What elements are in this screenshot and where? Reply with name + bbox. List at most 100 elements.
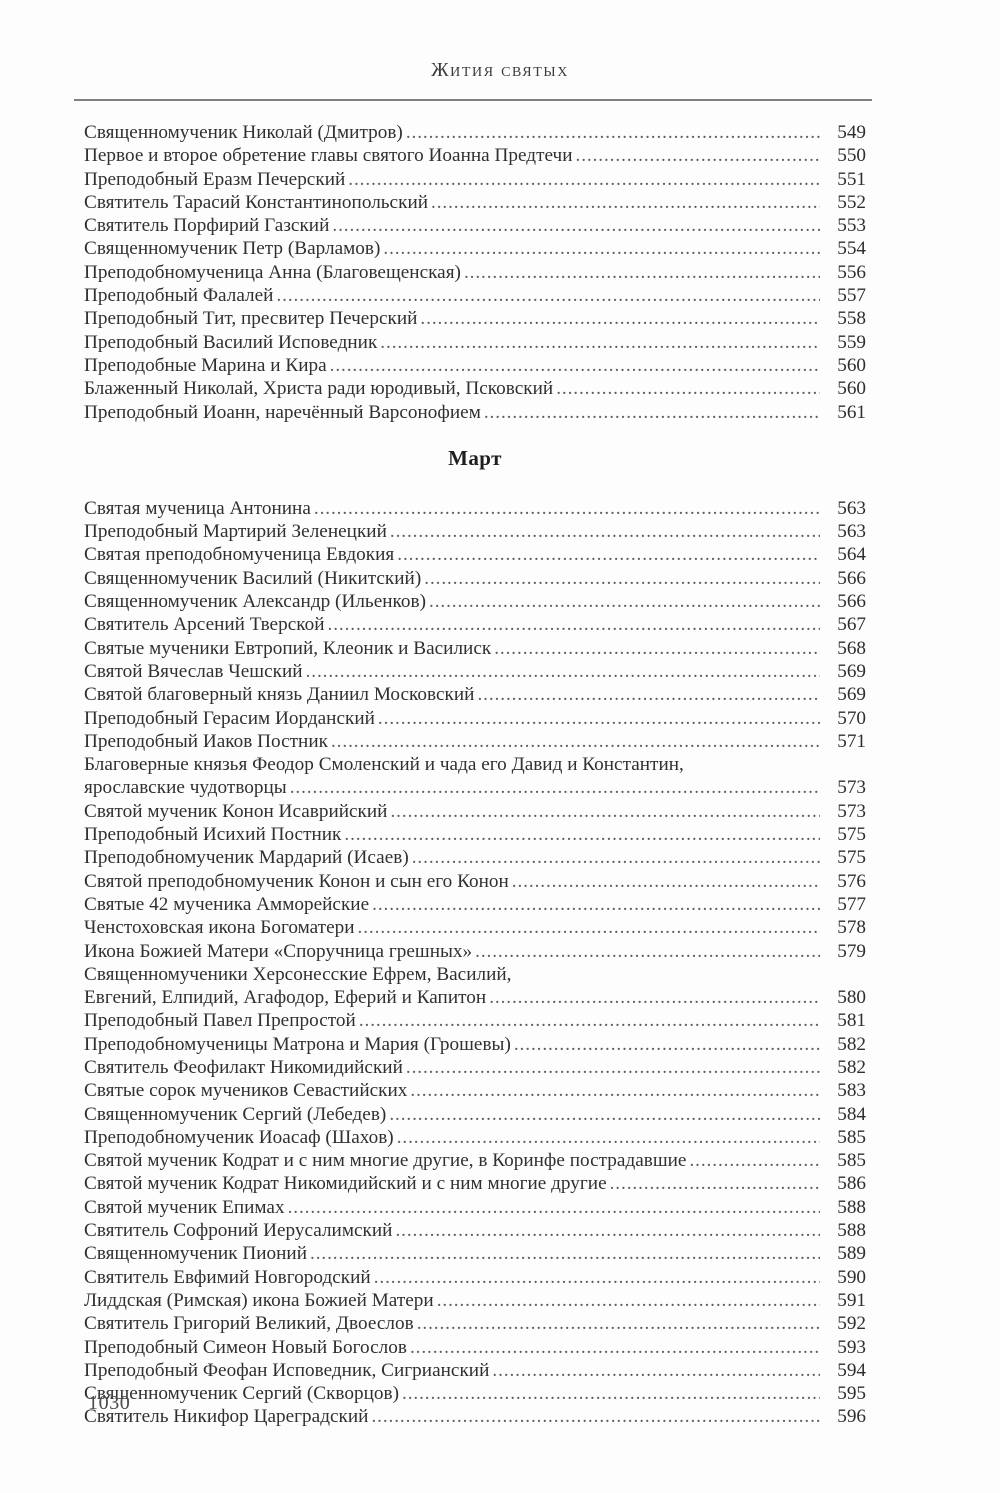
toc-leader-dots (556, 377, 820, 400)
toc-entry-page-number: 559 (837, 331, 866, 353)
toc-entry[interactable]: Преподобный Исихий Постник 575 (84, 823, 866, 846)
toc-entry-page-number: 576 (837, 870, 866, 892)
toc-entry[interactable]: Святой мученик Кодрат и с ним многие дру… (84, 1149, 866, 1172)
page-number: 1030 (88, 1392, 131, 1414)
toc-entry-title: Священномученик Сергий (Лебедев) (84, 1103, 387, 1125)
header-rule (74, 99, 872, 101)
toc-entry[interactable]: Святая мученица Антонина 563 (84, 497, 866, 520)
toc-entry[interactable]: Святой преподобномученик Конон и сын его… (84, 870, 866, 893)
toc-entry-page-number: 549 (837, 122, 866, 143)
toc-entry-title: Преподобномученик Иоасаф (Шахов) (84, 1126, 394, 1148)
toc-entry[interactable]: Святитель Порфирий Газский 553 (84, 214, 866, 237)
toc-entry[interactable]: Преподобный Иоанн, наречённый Варсонофие… (84, 401, 866, 424)
toc-entry[interactable]: Священномученик Сергий (Лебедев) 584 (84, 1103, 866, 1126)
toc-entry-title: Блаженный Николай, Христа ради юродивый,… (84, 378, 554, 400)
toc-entry[interactable]: Священномученик Петр (Варламов) 554 (84, 237, 866, 260)
toc-leader-dots (328, 613, 821, 636)
toc-entry-page-number: 580 (837, 987, 866, 1009)
toc-entry-title: Святитель Григорий Великий, Двоеслов (84, 1313, 414, 1335)
toc-entry[interactable]: Святой благоверный князь Даниил Московск… (84, 683, 866, 706)
toc-entry-title: Святитель Феофилакт Никомидийский (84, 1056, 403, 1078)
toc-entry[interactable]: Преподобный Мартирий Зеленецкий 563 (84, 520, 866, 543)
toc-entry-title: Преподобный Василий Исповедник (84, 331, 378, 353)
toc-entry[interactable]: ярославские чудотворцы 573 (84, 776, 866, 799)
toc-entry[interactable]: Священномученик Александр (Ильенков) 566 (84, 590, 866, 613)
toc-leader-dots (406, 1056, 820, 1079)
toc-entry[interactable]: Священномученик Николай (Дмитров) 549 (84, 121, 866, 144)
toc-entry[interactable]: Преподобномученицы Матрона и Мария (Грош… (84, 1033, 866, 1056)
toc-entry-title: Святитель Никифор Цареградский (84, 1406, 369, 1428)
toc-entry[interactable]: Священномученик Василий (Никитский) 566 (84, 567, 866, 590)
toc-entry[interactable]: Святитель Феофилакт Никомидийский 582 (84, 1056, 866, 1079)
toc-leader-dots (344, 823, 820, 846)
toc-entry[interactable]: Святитель Евфимий Новгородский 590 (84, 1266, 866, 1289)
toc-entry[interactable]: Ченстоховская икона Богоматери 578 (84, 916, 866, 939)
toc-entry[interactable]: Преподобномученик Мардарий (Исаев) 575 (84, 846, 866, 869)
toc-leader-dots (689, 1149, 820, 1172)
toc-entry[interactable]: Преподобный Василий Исповедник 559 (84, 331, 866, 354)
toc-entry-title: Евгений, Елпидий, Агафодор, Еферий и Кап… (84, 987, 487, 1009)
toc-entry[interactable]: Святая преподобномученица Евдокия 564 (84, 543, 866, 566)
toc-leader-dots (332, 214, 820, 237)
toc-entry[interactable]: Икона Божией Матери «Споручница грешных»… (84, 940, 866, 963)
toc-entry-page-number: 589 (837, 1243, 866, 1265)
toc-entry[interactable]: Преподобный Фалалей 557 (84, 284, 866, 307)
toc-entry[interactable]: Святитель Арсений Тверской 567 (84, 613, 866, 636)
toc-entry[interactable]: Святой Вячеслав Чешский 569 (84, 660, 866, 683)
toc-leader-dots (288, 1196, 820, 1219)
toc-entry[interactable]: Святитель Софроний Иерусалимский 588 (84, 1219, 866, 1242)
toc-entry[interactable]: Святитель Тарасий Константинопольский 552 (84, 191, 866, 214)
toc-entry[interactable]: Блаженный Николай, Христа ради юродивый,… (84, 377, 866, 400)
toc-leader-dots (475, 940, 820, 963)
toc-leader-dots (429, 590, 820, 613)
toc-entry[interactable]: Святые 42 мученика Амморейские 577 (84, 893, 866, 916)
toc-entry[interactable]: Святитель Никифор Цареградский 596 (84, 1405, 866, 1428)
toc-entry[interactable]: Священномученик Сергий (Скворцов) 595 (84, 1382, 866, 1405)
toc-entry[interactable]: Святые сорок мучеников Севастийских 583 (84, 1079, 866, 1102)
toc-entry-title: Преподобный Иаков Постник (84, 730, 328, 752)
toc-leader-dots (310, 1242, 820, 1265)
toc-entry-page-number: 560 (837, 354, 866, 376)
toc-entry[interactable]: Преподобный Герасим Иорданский 570 (84, 707, 866, 730)
toc-entry[interactable]: Преподобномученица Анна (Благовещенская)… (84, 261, 866, 284)
toc-leader-dots (290, 776, 820, 799)
toc-entry[interactable]: Святой мученик Епимах 588 (84, 1196, 866, 1219)
toc-entry[interactable]: Преподобный Еразм Печерский 551 (84, 168, 866, 191)
toc-entry[interactable]: Преподобные Марина и Кира 560 (84, 354, 866, 377)
toc-entry[interactable]: Благоверные князья Феодор Смоленский и ч… (84, 753, 866, 776)
toc-leader-dots (410, 1336, 820, 1359)
toc-entry-title: Святитель Софроний Иерусалимский (84, 1220, 393, 1242)
toc-entry[interactable]: Священномученик Пионий 589 (84, 1242, 866, 1265)
toc-entry-title: Священномученик Николай (Дмитров) (84, 122, 403, 143)
toc-entry[interactable]: Лиддская (Римская) икона Божией Матери 59… (84, 1289, 866, 1312)
toc-entry-page-number: 575 (837, 847, 866, 869)
toc-entry-page-number: 551 (837, 168, 866, 190)
toc-entry[interactable]: Святитель Григорий Великий, Двоеслов 592 (84, 1312, 866, 1335)
toc-entry[interactable]: Святые мученики Евтропий, Клеоник и Васи… (84, 637, 866, 660)
toc-entry[interactable]: Преподобномученик Иоасаф (Шахов) 585 (84, 1126, 866, 1149)
toc-entry[interactable]: Святой мученик Конон Исаврийский 573 (84, 800, 866, 823)
toc-entry-page-number: 553 (837, 215, 866, 237)
toc-entry[interactable]: Преподобный Иаков Постник 571 (84, 730, 866, 753)
toc-entry-page-number: 596 (837, 1406, 866, 1428)
toc-entry-title: Первое и второе обретение главы святого … (84, 145, 573, 167)
toc-entry[interactable]: Первое и второе обретение главы святого … (84, 144, 866, 167)
toc-entry-title: Святой Вячеслав Чешский (84, 660, 303, 682)
toc-entry[interactable]: Преподобный Павел Препростой 581 (84, 1009, 866, 1032)
toc-entry[interactable]: Преподобный Феофан Исповедник, Сигрианск… (84, 1359, 866, 1382)
toc-entry[interactable]: Преподобный Симеон Новый Богослов 593 (84, 1336, 866, 1359)
toc-entry[interactable]: Евгений, Елпидий, Агафодор, Еферий и Кап… (84, 986, 866, 1009)
toc-entry-page-number: 584 (837, 1103, 866, 1125)
toc-entry[interactable]: Святой мученик Кодрат Никомидийский и с … (84, 1172, 866, 1195)
toc-entry-title: Преподобный Еразм Печерский (84, 168, 346, 190)
toc-entry-page-number: 593 (837, 1336, 866, 1358)
toc-entry-page-number: 585 (837, 1150, 866, 1172)
toc-leader-dots (410, 1079, 820, 1102)
toc-entry[interactable]: Священномученики Херсонесские Ефрем, Вас… (84, 963, 866, 986)
toc-entry-page-number: 579 (837, 940, 866, 962)
toc-leader-dots (390, 520, 820, 543)
toc-entry[interactable]: Преподобный Тит, пресвитер Печерский 558 (84, 307, 866, 330)
toc-leader-dots (464, 261, 820, 284)
toc-entry-page-number: 591 (837, 1289, 866, 1311)
toc-leader-dots (276, 284, 820, 307)
